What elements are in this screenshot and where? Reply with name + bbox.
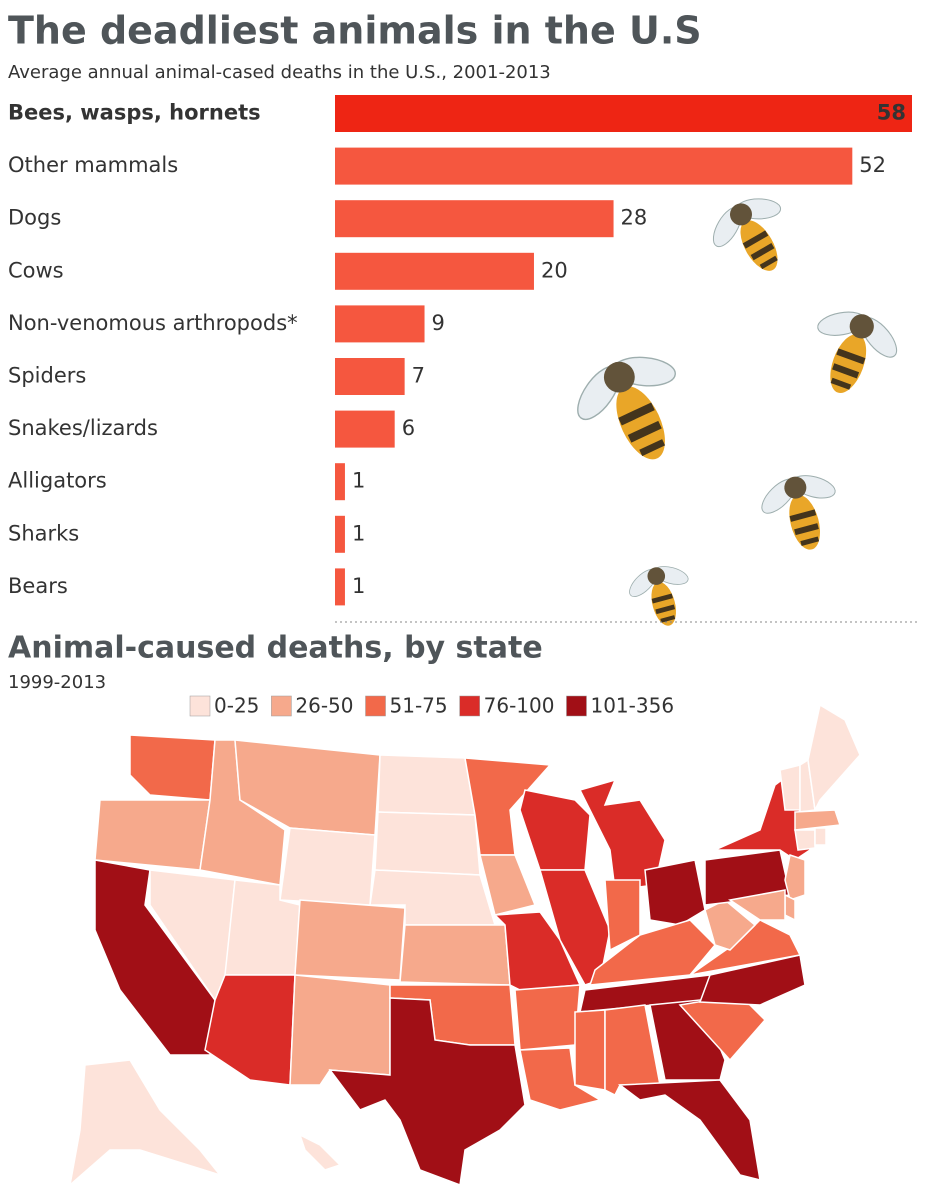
decoration bbox=[556, 179, 912, 635]
bar bbox=[335, 305, 425, 343]
state-region bbox=[519, 1047, 602, 1111]
bar bbox=[335, 358, 405, 395]
legend-swatch bbox=[189, 695, 211, 717]
category-label: Alligators bbox=[8, 469, 107, 493]
chart-subtitle: Average annual animal-cased deaths in th… bbox=[8, 62, 551, 83]
state-region bbox=[784, 893, 796, 922]
value-label: 52 bbox=[859, 153, 886, 177]
category-label: Spiders bbox=[8, 364, 86, 388]
legend-label: 76-100 bbox=[484, 694, 555, 718]
bar bbox=[335, 95, 912, 132]
state-region bbox=[289, 974, 391, 1086]
value-label: 7 bbox=[412, 364, 425, 388]
state-region bbox=[728, 889, 786, 921]
value-label: 6 bbox=[402, 416, 415, 440]
bar bbox=[335, 252, 534, 290]
state-region bbox=[617, 1079, 761, 1182]
state-region bbox=[794, 829, 816, 851]
chart-title: The deadliest animals in the U.S bbox=[8, 9, 702, 53]
legend-label: 101-356 bbox=[590, 694, 674, 718]
value-label: 20 bbox=[541, 258, 568, 282]
bar bbox=[335, 410, 395, 448]
bar bbox=[335, 200, 614, 238]
value-label: 1 bbox=[352, 469, 365, 493]
value-label: 58 bbox=[877, 101, 906, 125]
bar bbox=[335, 147, 853, 185]
state-region bbox=[68, 1059, 223, 1187]
map-subtitle: 1999-2013 bbox=[8, 672, 106, 693]
state-region bbox=[519, 789, 591, 871]
value-label: 1 bbox=[352, 521, 365, 545]
legend-label: 51-75 bbox=[390, 694, 448, 718]
state-region bbox=[328, 997, 526, 1187]
state-region bbox=[374, 811, 481, 876]
bar bbox=[335, 463, 345, 501]
legend-swatch bbox=[271, 695, 292, 717]
value-label: 1 bbox=[352, 574, 365, 598]
legend-label: 0-25 bbox=[214, 694, 259, 718]
state-region bbox=[644, 859, 706, 926]
state-region bbox=[204, 974, 296, 1086]
category-label: Dogs bbox=[8, 206, 61, 230]
state-region bbox=[294, 899, 406, 981]
value-label: 28 bbox=[621, 206, 648, 230]
legend-label: 26-50 bbox=[295, 694, 353, 718]
legend-swatch bbox=[459, 695, 480, 717]
bar bbox=[335, 515, 345, 553]
state-region bbox=[298, 1133, 342, 1171]
state-region bbox=[399, 924, 511, 986]
state-region bbox=[94, 859, 216, 1056]
legend-swatch bbox=[365, 695, 386, 717]
category-label: Snakes/lizards bbox=[8, 416, 158, 440]
legend-swatch bbox=[566, 695, 587, 717]
category-label: Sharks bbox=[8, 521, 79, 545]
state-region bbox=[279, 827, 376, 906]
state-region bbox=[377, 754, 476, 816]
state-region bbox=[574, 1009, 606, 1091]
map-title: Animal-caused deaths, by state bbox=[8, 631, 543, 666]
state-region bbox=[514, 984, 581, 1051]
state-region bbox=[604, 1004, 661, 1097]
category-label: Other mammals bbox=[8, 153, 178, 177]
category-label: Cows bbox=[8, 258, 64, 282]
bar bbox=[335, 568, 345, 606]
state-region bbox=[784, 854, 806, 901]
value-label: 9 bbox=[432, 311, 445, 335]
state-region bbox=[807, 703, 861, 813]
state-region bbox=[129, 734, 216, 801]
category-label: Bees, wasps, hornets bbox=[8, 101, 261, 125]
category-label: Bears bbox=[8, 574, 68, 598]
state-region bbox=[94, 799, 211, 871]
category-label: Non-venomous arthropods* bbox=[8, 311, 298, 335]
state-region bbox=[814, 827, 827, 846]
state-region bbox=[479, 854, 537, 916]
state-region bbox=[794, 809, 842, 831]
